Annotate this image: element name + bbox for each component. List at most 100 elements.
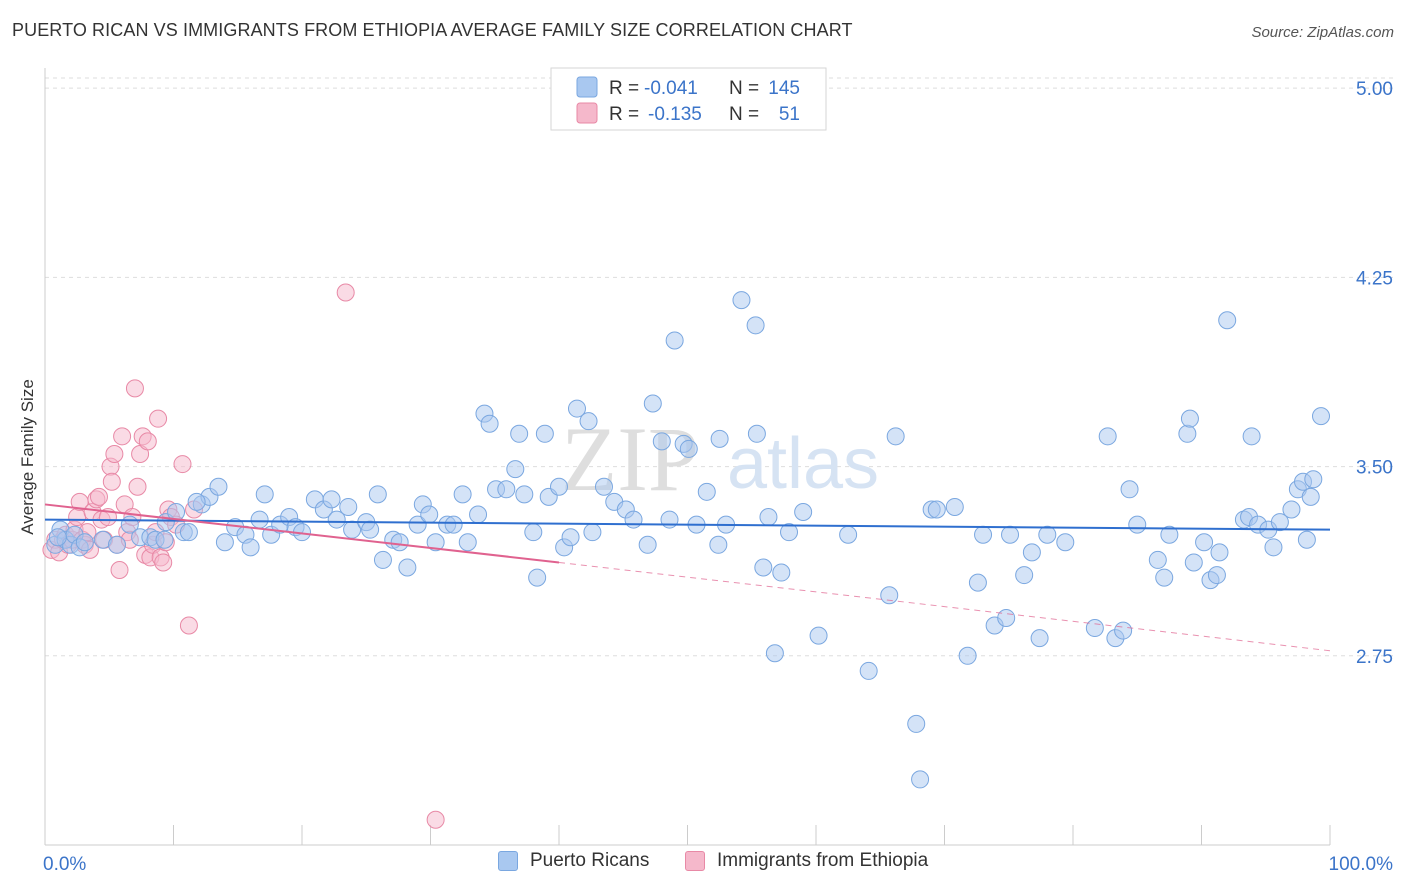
- y-tick-label: 4.25: [1356, 268, 1393, 289]
- chart-title: PUERTO RICAN VS IMMIGRANTS FROM ETHIOPIA…: [12, 20, 853, 40]
- legend-label-puerto-ricans: Puerto Ricans: [530, 850, 650, 871]
- legend-r-value-2: -0.135: [648, 104, 702, 125]
- axes: [44, 68, 1331, 846]
- ethiopia-point: [426, 810, 445, 829]
- puerto-rican-point: [567, 399, 586, 418]
- puerto-rican-point: [1085, 619, 1104, 638]
- puerto-rican-point: [444, 515, 463, 534]
- legend-stats: R = -0.041 N = 145 R = -0.135 N = 51: [550, 67, 827, 131]
- puerto-rican-point: [327, 510, 346, 529]
- puerto-rican-point: [594, 477, 613, 496]
- puerto-rican-point: [1301, 487, 1320, 506]
- puerto-rican-point: [187, 492, 206, 511]
- puerto-rican-point: [179, 523, 198, 542]
- puerto-rican-point: [1015, 566, 1034, 585]
- legend-swatch-ethiopia: [685, 851, 705, 871]
- ethiopia-point: [128, 477, 147, 496]
- ethiopia-point: [179, 616, 198, 635]
- puerto-rican-point: [886, 427, 905, 446]
- ethiopia-point: [149, 409, 168, 428]
- puerto-rican-point: [1218, 311, 1237, 330]
- legend-r-value-1: -0.041: [644, 78, 698, 99]
- ethiopia-point: [113, 427, 132, 446]
- puerto-rican-point: [506, 460, 525, 479]
- legend-n-value-2: 51: [779, 104, 800, 125]
- puerto-rican-point: [643, 394, 662, 413]
- puerto-rican-point: [255, 485, 274, 504]
- puerto-rican-point: [746, 316, 765, 335]
- source-label: Source: ZipAtlas.com: [1251, 24, 1394, 41]
- puerto-rican-point: [765, 644, 784, 663]
- puerto-rican-point: [665, 331, 684, 350]
- puerto-rican-point: [1242, 427, 1261, 446]
- puerto-rican-point: [458, 533, 477, 552]
- puerto-rican-point: [579, 412, 598, 431]
- legend-swatch-pink: [576, 102, 598, 124]
- puerto-rican-point: [859, 661, 878, 680]
- puerto-rican-point: [958, 646, 977, 665]
- puerto-rican-point: [510, 424, 529, 443]
- puerto-rican-point: [1155, 568, 1174, 587]
- legend-swatch-puerto-ricans: [498, 851, 518, 871]
- puerto-rican-point: [368, 485, 387, 504]
- puerto-rican-point: [911, 770, 930, 789]
- puerto-rican-point: [1001, 525, 1020, 544]
- puerto-rican-points: [46, 291, 1331, 789]
- puerto-rican-point: [1264, 538, 1283, 557]
- legend-n-label-2: N =: [729, 104, 759, 125]
- puerto-rican-point: [322, 490, 341, 509]
- ethiopia-point: [138, 432, 157, 451]
- puerto-rican-point: [107, 535, 126, 554]
- puerto-rican-point: [945, 497, 964, 516]
- y-tick-labels: 2.75 3.50 4.25 5.00: [1356, 79, 1393, 668]
- puerto-rican-point: [732, 291, 751, 310]
- puerto-rican-point: [638, 535, 657, 554]
- puerto-rican-point: [250, 510, 269, 529]
- puerto-rican-point: [480, 414, 499, 433]
- puerto-rican-point: [679, 439, 698, 458]
- puerto-rican-point: [209, 477, 228, 496]
- y-axis-label: Average Family Size: [18, 379, 37, 535]
- puerto-rican-point: [75, 533, 94, 552]
- y-tick-label: 5.00: [1356, 79, 1393, 100]
- puerto-rican-point: [408, 515, 427, 534]
- ethiopia-point: [125, 379, 144, 398]
- puerto-rican-point: [759, 508, 778, 527]
- puerto-rican-point: [241, 538, 260, 557]
- legend-r-label-1: R =: [609, 78, 639, 99]
- puerto-rican-point: [780, 523, 799, 542]
- puerto-rican-point: [710, 429, 729, 448]
- puerto-rican-point: [997, 608, 1016, 627]
- puerto-rican-point: [528, 568, 547, 587]
- puerto-rican-point: [1270, 513, 1289, 532]
- x-tick-labels: 0.0% 100.0%: [43, 854, 1393, 875]
- legend-item-puerto-ricans: Puerto Ricans: [498, 850, 649, 872]
- legend-label-ethiopia: Immigrants from Ethiopia: [717, 850, 929, 871]
- legend-n-value-1: 145: [768, 78, 800, 99]
- puerto-rican-point: [339, 497, 358, 516]
- puerto-rican-point: [1282, 500, 1301, 519]
- puerto-rican-point: [1160, 525, 1179, 544]
- ethiopia-trendline: [44, 503, 560, 564]
- puerto-rican-point: [515, 485, 534, 504]
- puerto-rican-point: [907, 714, 926, 733]
- puerto-rican-point: [1128, 515, 1147, 534]
- puerto-rican-point: [398, 558, 417, 577]
- puerto-rican-point: [1098, 427, 1117, 446]
- puerto-rican-point: [524, 523, 543, 542]
- ethiopia-point: [110, 561, 129, 580]
- ethiopia-trendline-extension: [558, 561, 1331, 652]
- watermark: ZIP atlas: [561, 408, 879, 510]
- puerto-rican-point: [390, 533, 409, 552]
- puerto-rican-point: [561, 528, 580, 547]
- puerto-rican-point: [583, 523, 602, 542]
- legend-series: Puerto Ricans Immigrants from Ethiopia: [0, 850, 1406, 880]
- puerto-rican-point: [1297, 530, 1316, 549]
- trend-lines: [44, 503, 1331, 652]
- puerto-rican-trendline: [44, 518, 1331, 531]
- puerto-rican-point: [1056, 533, 1075, 552]
- legend-item-ethiopia: Immigrants from Ethiopia: [685, 850, 928, 872]
- puerto-rican-point: [747, 424, 766, 443]
- puerto-rican-point: [1210, 543, 1229, 562]
